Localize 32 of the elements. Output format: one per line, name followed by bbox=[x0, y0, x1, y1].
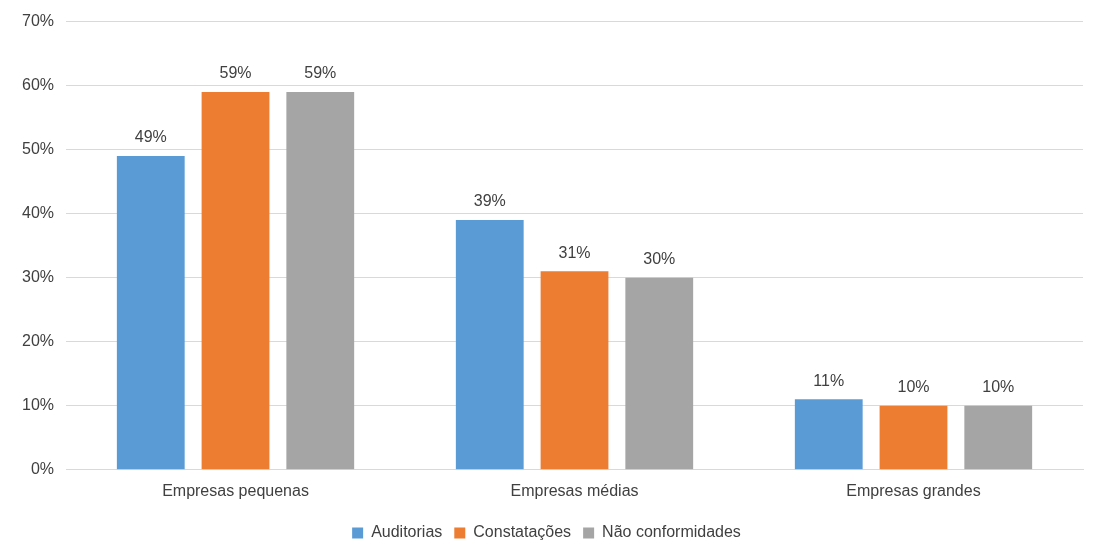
x-tick-label: Empresas médias bbox=[510, 481, 639, 499]
legend-label: Não conformidades bbox=[602, 523, 741, 541]
data-label: 11% bbox=[813, 371, 845, 389]
bar bbox=[286, 92, 355, 470]
y-tick-label: 10% bbox=[21, 396, 55, 414]
data-label: 59% bbox=[219, 64, 252, 82]
bar bbox=[625, 277, 694, 470]
bar bbox=[879, 405, 948, 470]
y-tick-label: 60% bbox=[21, 76, 55, 94]
y-tick-label: 50% bbox=[21, 140, 55, 158]
bar bbox=[455, 220, 524, 470]
y-tick-label: 70% bbox=[21, 12, 55, 30]
y-tick-label: 30% bbox=[21, 268, 55, 286]
bar bbox=[964, 405, 1033, 470]
y-tick-label: 20% bbox=[21, 332, 55, 350]
legend-label: Constatações bbox=[473, 523, 572, 541]
data-label: 49% bbox=[134, 128, 167, 146]
x-tick-label: Empresas grandes bbox=[846, 481, 981, 499]
data-label: 10% bbox=[897, 378, 930, 396]
bar bbox=[201, 92, 270, 470]
y-tick-label: 40% bbox=[21, 204, 55, 222]
data-label: 59% bbox=[304, 64, 337, 82]
data-label: 31% bbox=[558, 243, 591, 261]
bar bbox=[540, 271, 609, 470]
bar bbox=[116, 156, 185, 470]
data-label: 30% bbox=[643, 250, 676, 268]
data-label: 10% bbox=[982, 378, 1015, 396]
data-label: 39% bbox=[473, 192, 506, 210]
x-tick-label: Empresas pequenas bbox=[162, 481, 309, 499]
y-tick-label: 0% bbox=[30, 460, 55, 478]
legend-label: Auditorias bbox=[371, 523, 443, 541]
bar bbox=[794, 399, 863, 470]
